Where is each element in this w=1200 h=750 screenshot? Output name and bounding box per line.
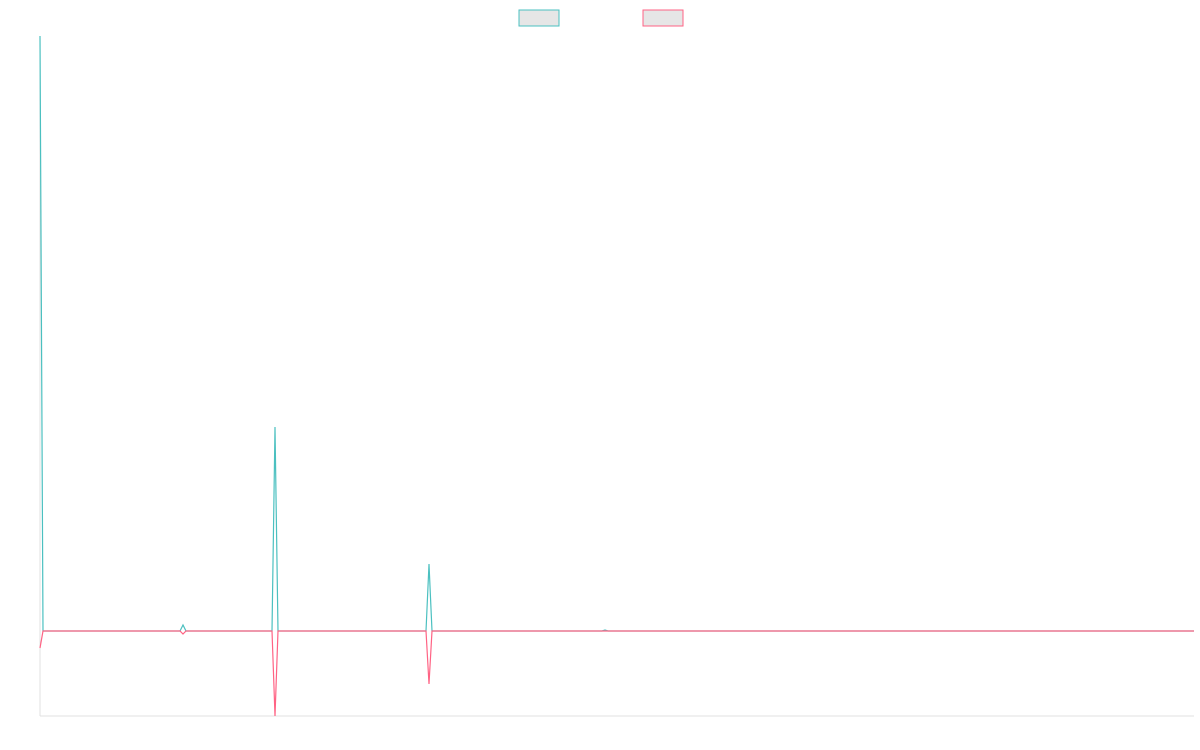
line-series: [39, 630, 1194, 717]
legend-swatch: [518, 9, 560, 27]
legend-swatch: [642, 9, 684, 27]
line-series: [39, 35, 1194, 632]
